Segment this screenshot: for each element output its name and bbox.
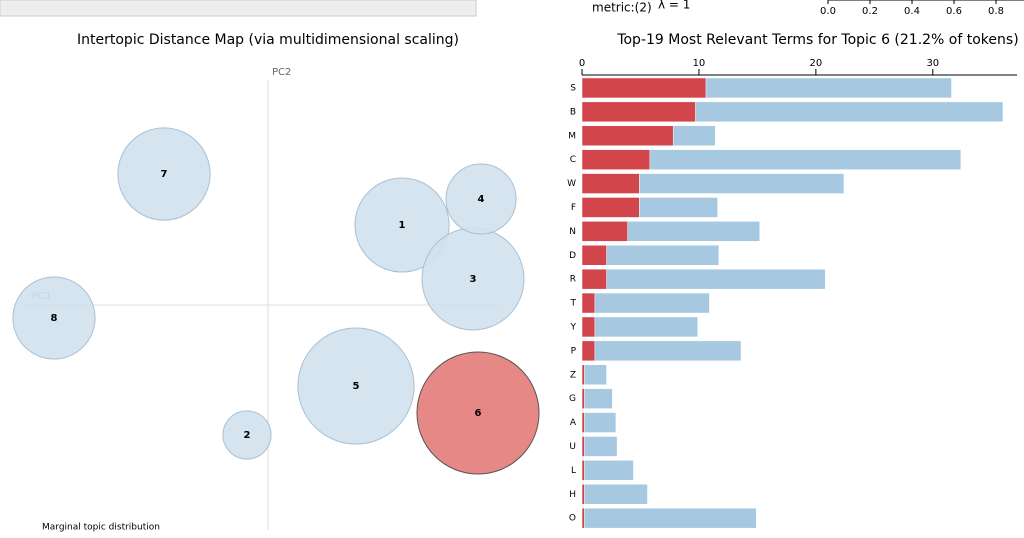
bar — [581, 292, 710, 314]
topic-bubble — [445, 163, 517, 235]
topic-label: 2 — [244, 430, 251, 441]
bar — [581, 460, 634, 481]
bar — [581, 340, 742, 362]
bar — [581, 412, 617, 433]
topic-bubble — [12, 276, 96, 360]
y-tick-label: N — [569, 227, 576, 237]
bar — [581, 436, 618, 457]
bar-title: Top-19 Most Relevant Terms for Topic 6 (… — [616, 32, 1018, 48]
bar — [581, 507, 757, 529]
bar — [581, 101, 696, 123]
bar — [581, 388, 585, 409]
bar — [581, 173, 640, 194]
topic-label: 7 — [161, 169, 168, 180]
topic-label: 1 — [399, 220, 406, 231]
y-tick-label: U — [569, 442, 576, 452]
topic-bubble — [117, 127, 211, 221]
slider-tick-label: 0.8 — [988, 6, 1004, 17]
y-tick-label: F — [571, 203, 576, 213]
y-tick-label: P — [571, 346, 577, 356]
bar — [581, 125, 674, 146]
y-tick-label: D — [569, 251, 576, 261]
y-tick-label: Y — [570, 322, 577, 332]
y-tick-label: H — [569, 490, 576, 500]
bar — [581, 388, 613, 409]
topic-label: 8 — [51, 313, 58, 324]
topic-label: 4 — [478, 194, 485, 205]
bar — [581, 268, 826, 290]
bar — [581, 221, 628, 242]
y-tick-label: G — [569, 394, 576, 404]
y-tick-label: M — [568, 131, 576, 141]
y-tick-label: B — [570, 107, 576, 117]
bar — [581, 484, 648, 505]
bar — [581, 77, 707, 99]
bar — [581, 149, 651, 170]
slider-tick-label: 0.2 — [862, 6, 878, 17]
x-tick-label: 10 — [693, 58, 706, 69]
slider-tick-label: 0.4 — [904, 6, 920, 17]
topic-label: 6 — [475, 408, 482, 419]
bar — [581, 460, 585, 481]
x-tick-label: 0 — [579, 58, 585, 69]
topic-label: 3 — [470, 274, 477, 285]
search-box[interactable] — [0, 0, 477, 17]
topic-label: 5 — [353, 381, 360, 392]
bar — [581, 268, 607, 290]
y-tick-label: S — [570, 83, 576, 93]
y-tick-label: T — [570, 299, 577, 309]
y-tick-label: O — [569, 514, 576, 524]
topic-bubble — [416, 351, 540, 475]
slider-tick-label: 0.6 — [946, 6, 962, 17]
y-axis-label: PC2 — [272, 67, 291, 78]
bar — [581, 197, 640, 218]
bar — [581, 436, 585, 457]
y-tick-label: A — [570, 418, 577, 428]
bar — [581, 340, 596, 362]
y-tick-label: Z — [570, 370, 576, 380]
bubble-title: Intertopic Distance Map (via multidimens… — [77, 32, 459, 48]
y-tick-label: L — [571, 466, 576, 476]
bar — [581, 507, 585, 529]
bar — [581, 484, 585, 505]
bar — [581, 245, 607, 266]
metric-label: metric:(2) — [592, 1, 652, 15]
slider-tick-label: 0.0 — [820, 6, 836, 17]
bar — [581, 316, 596, 338]
bar — [581, 316, 699, 338]
x-tick-label: 30 — [926, 58, 939, 69]
y-tick-label: C — [570, 155, 576, 165]
bar — [581, 364, 585, 385]
lambda-label: λ = 1 — [658, 0, 690, 12]
bar — [581, 292, 596, 314]
annotation: Marginal topic distribution — [42, 523, 160, 533]
x-tick-label: 20 — [810, 58, 823, 69]
bar — [581, 412, 585, 433]
y-tick-label: W — [567, 179, 576, 189]
y-tick-label: R — [570, 275, 576, 285]
topic-bubble — [222, 410, 272, 460]
bar — [581, 364, 607, 385]
topic-bubble — [297, 327, 415, 445]
topic-bubble — [354, 177, 450, 273]
